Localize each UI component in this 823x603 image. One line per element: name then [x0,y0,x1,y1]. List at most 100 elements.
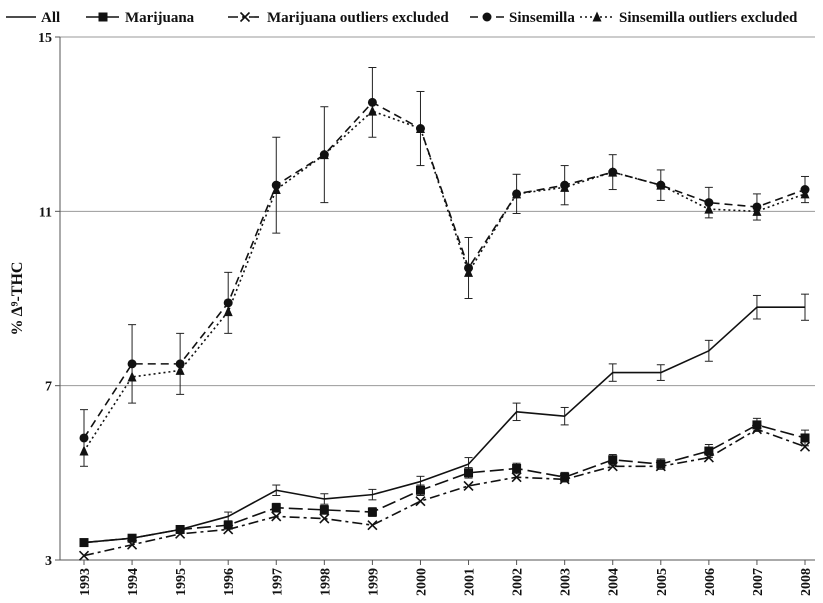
legend-swatch-marker-3 [482,12,492,22]
x-tick-label-1999: 1999 [366,568,381,596]
series-1-point-1 [127,533,137,543]
y-tick-label-15: 15 [38,31,52,46]
series-2-point-3 [223,524,234,535]
series-4-point-1 [127,371,137,382]
legend-swatch-marker-2 [239,11,251,23]
x-tick-label-1996: 1996 [222,568,237,596]
series-lines [83,101,806,557]
series-2-point-2 [175,528,186,539]
y-tick-label-11: 11 [39,205,52,220]
series-1-point-5 [319,505,329,515]
series-line-2 [83,428,806,557]
legend: All Marijuana Marijuana outliers excluded S… [6,10,798,26]
series-2-point-0 [78,550,90,561]
series-1-point-13 [704,446,714,456]
series-3-point-1 [127,359,137,369]
series-4-point-4 [271,184,281,195]
series-2-point-15 [799,441,811,452]
x-tick-label-2003: 2003 [559,568,574,596]
x-tick-label-1998: 1998 [318,568,333,596]
x-tick-label-2008: 2008 [799,568,814,596]
series-2-point-12-stroke-b [655,461,666,472]
series-1-point-3 [223,520,233,530]
series-2-point-5 [319,513,330,524]
series-2-point-8 [463,480,474,491]
legend-item-2: Marijuana outliers excluded [228,10,449,26]
series-2-point-12 [655,461,666,472]
x-tick-label-1995: 1995 [174,568,189,596]
legend-swatch-marker-1 [98,12,108,22]
series-line-3 [83,101,806,439]
series-1-point-4 [271,503,281,513]
series-1-point-12 [656,459,666,469]
legend-item-1: Marijuana [86,10,195,26]
series-1-point-2 [175,524,185,534]
series-2-point-1 [127,539,138,550]
legend-item-4: Sinsemilla outliers excluded [580,10,798,26]
series-2-point-10 [559,474,570,485]
series-1-point-0 [79,538,89,548]
series-2-point-6 [367,520,378,531]
series-2-point-1-stroke-b [127,539,138,550]
y-tick-label-7: 7 [45,380,52,395]
series-1-point-7 [415,485,425,495]
series-4-point-2 [175,364,185,375]
series-line-4 [83,110,806,452]
legend-label-3: Sinsemilla [509,10,575,26]
series-2-point-10-stroke-b [559,474,570,485]
series-1-point-8 [464,468,474,478]
series-3-point-2 [175,359,185,369]
series-4-point-10 [560,181,570,192]
y-tick-labels: 3 7 11 15 [38,31,52,569]
series-3-point-6 [367,97,377,107]
legend-label-1: Marijuana [125,10,195,26]
x-tick-label-2000: 2000 [414,568,429,596]
series-4-point-9 [512,188,522,199]
x-tick-label-2001: 2001 [463,568,478,596]
series-4-point-13 [704,203,714,214]
legend-label-4: Sinsemilla outliers excluded [619,10,798,26]
series-1-point-10 [560,472,570,482]
legend-label-0: All [41,10,60,26]
x-tick-label-2005: 2005 [655,568,670,596]
x-tick-label-1997: 1997 [270,568,285,596]
legend-swatch-marker-2-stroke-b [239,11,251,23]
y-axis-label: % Δ⁹-THC [9,262,26,336]
series-4-point-11 [608,166,618,177]
series-3-point-13 [704,198,714,208]
series-1-point-9 [512,463,522,473]
x-tick-labels: 1993 1994 1995 1996 1997 1998 1999 2000 2001 2002… [78,568,814,596]
series-markers [78,97,811,561]
series-4-point-0 [79,445,89,456]
series-2-point-9-stroke-b [511,472,522,483]
series-2-point-3-stroke-b [223,524,234,535]
axes [55,36,815,565]
series-2-point-8-stroke-b [463,480,474,491]
series-line-0 [83,306,805,544]
x-tick-label-1993: 1993 [78,568,93,596]
series-2-point-7 [415,496,426,507]
series-1-point-11 [608,455,618,465]
series-2-point-14-stroke-b [751,424,762,435]
series-4-point-12 [656,179,666,190]
series-2-point-0-stroke-b [78,550,90,561]
series-2-point-13-stroke-b [703,452,714,463]
series-4-point-3 [223,306,233,317]
gridlines [60,36,815,387]
legend-item-0: All [6,10,60,26]
legend-item-3: Sinsemilla [470,10,575,26]
series-4-point-15 [800,188,810,199]
series-2-point-11 [607,461,618,472]
series-1-point-6 [367,507,377,517]
legend-swatch-marker-4 [592,11,602,22]
series-2-point-6-stroke-b [367,520,378,531]
series-4-point-8 [464,266,474,277]
series-4-point-14 [752,205,762,216]
series-3-point-0 [79,433,89,443]
series-4-point-7 [415,123,425,134]
series-1-point-15 [800,433,810,443]
series-4-point-6 [367,105,377,116]
series-2-point-7-stroke-b [415,496,426,507]
